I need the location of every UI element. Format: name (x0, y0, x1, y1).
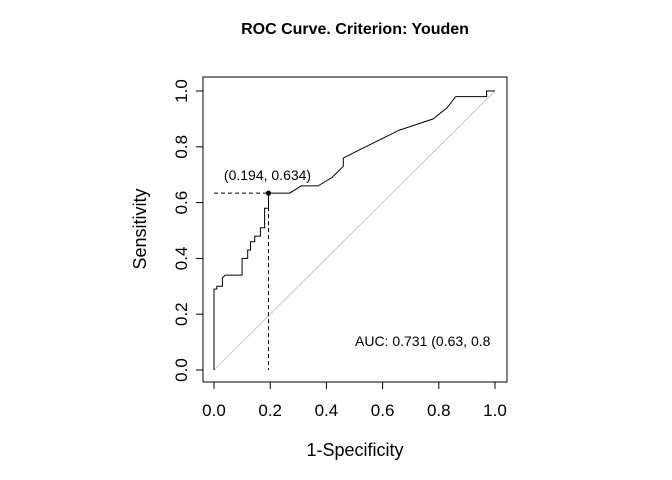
x-tick-label: 0.4 (315, 401, 339, 420)
reference-diagonal-line (213, 90, 496, 371)
x-axis-ticks: 0.0 0.2 0.4 0.6 0.8 1.0 (202, 381, 507, 420)
y-tick-label: 1.0 (172, 79, 191, 103)
x-axis-label: 1-Specificity (306, 440, 403, 460)
chart-title: ROC Curve. Criterion: Youden (241, 21, 469, 38)
y-tick-label: 0.6 (172, 191, 191, 215)
optimal-point-label: (0.194, 0.634) (224, 167, 311, 183)
optimal-point-marker (265, 190, 272, 196)
x-tick-label: 0.6 (371, 401, 395, 420)
optimal-point-group (214, 190, 272, 370)
y-tick-label: 0.8 (172, 135, 191, 159)
y-tick-label: 0.4 (172, 247, 191, 271)
x-tick-label: 0.2 (258, 401, 282, 420)
x-tick-label: 0.0 (202, 401, 226, 420)
reference-diagonal-group (213, 90, 496, 371)
y-axis-ticks: 0.0 0.2 0.4 0.6 0.8 1.0 (172, 79, 204, 382)
x-tick-label: 0.8 (427, 401, 451, 420)
x-tick-label: 1.0 (483, 401, 507, 420)
roc-series-group (213, 90, 495, 370)
y-axis-label: Sensitivity (130, 188, 150, 269)
auc-annotation: AUC: 0.731 (0.63, 0.8 (355, 333, 491, 349)
roc-curve-line (213, 90, 495, 370)
y-tick-label: 0.2 (172, 302, 191, 326)
y-tick-label: 0.0 (172, 358, 191, 382)
